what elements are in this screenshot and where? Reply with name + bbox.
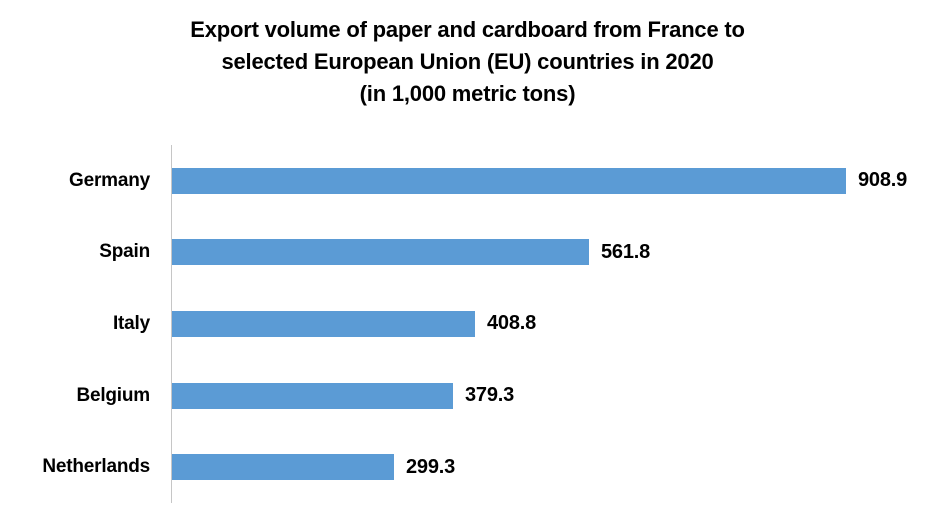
bar-row: Germany 908.9 (0, 167, 935, 194)
chart-title-line-2: selected European Union (EU) countries i… (221, 49, 714, 74)
chart-title-line-3: (in 1,000 metric tons) (359, 81, 576, 106)
category-label: Germany (69, 169, 150, 191)
bar-row: Belgium 379.3 (0, 382, 935, 409)
bar-germany (172, 167, 846, 194)
bar-row: Spain 561.8 (0, 239, 935, 266)
bar-netherlands (172, 454, 394, 481)
bar-row: Netherlands 299.3 (0, 454, 935, 481)
category-label: Netherlands (42, 456, 150, 478)
bar-rows: Germany 908.9 Spain 561.8 Italy 408.8 Belgium 3… (0, 145, 935, 503)
chart-title: Export volume of paper and cardboard fro… (0, 14, 935, 110)
bar-spain (172, 239, 589, 266)
value-label: 561.8 (601, 240, 651, 263)
bar-italy (172, 310, 475, 337)
value-label: 408.8 (487, 312, 537, 335)
y-axis-line (171, 145, 172, 503)
chart-title-line-1: Export volume of paper and cardboard fro… (190, 17, 745, 42)
value-label: 379.3 (465, 384, 515, 407)
bar-belgium (172, 382, 453, 409)
value-label: 299.3 (406, 455, 456, 478)
category-label: Spain (99, 241, 150, 263)
value-label: 908.9 (858, 169, 908, 192)
category-label: Belgium (76, 384, 150, 406)
category-label: Italy (112, 312, 150, 334)
bar-row: Italy 408.8 (0, 310, 935, 337)
